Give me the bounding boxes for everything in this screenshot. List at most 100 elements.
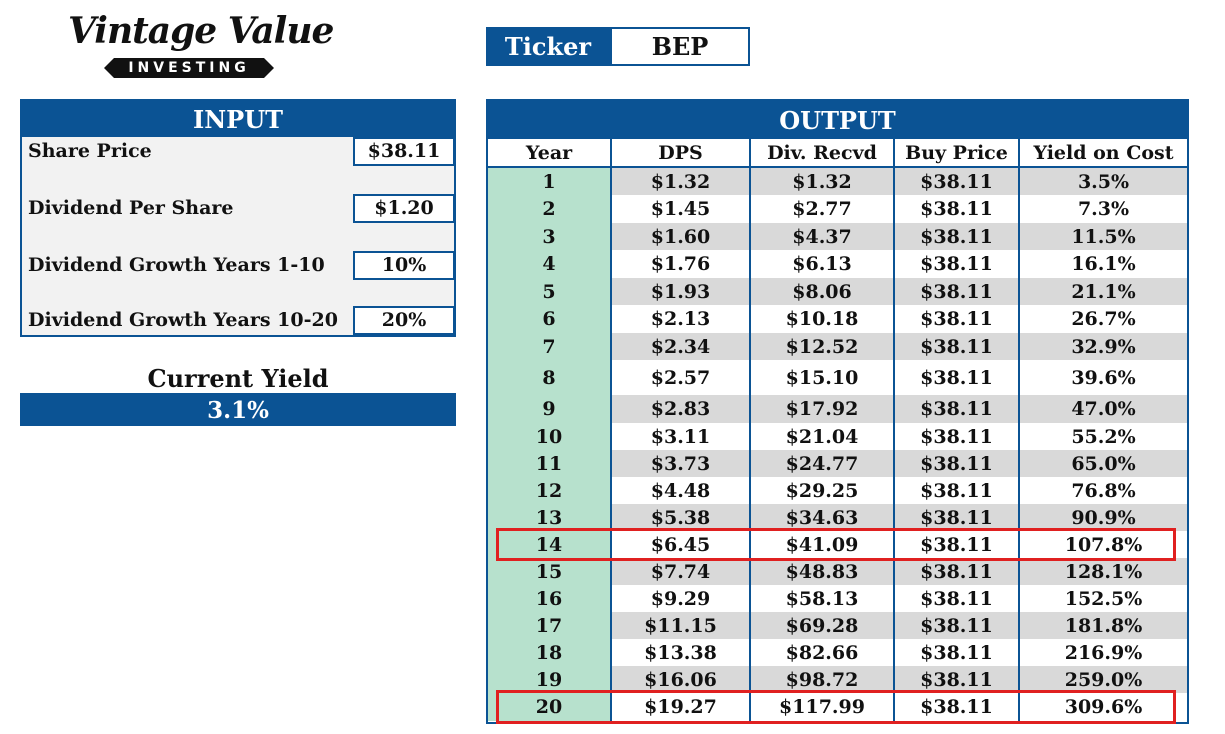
table-row: 9 $2.83 $17.92 $38.11 47.0%: [488, 395, 1187, 423]
column-header-div-recvd: Div. Recvd: [751, 139, 895, 166]
growth-years-10-20-input[interactable]: 20%: [353, 306, 455, 335]
buy-price-cell: $38.11: [895, 612, 1020, 639]
ticker-field: Ticker BEP: [486, 27, 750, 66]
buy-price-cell: $38.11: [895, 168, 1020, 195]
yield-on-cost-cell: 65.0%: [1020, 450, 1187, 477]
column-header-year: Year: [488, 139, 612, 166]
current-yield-value: 3.1%: [20, 393, 456, 426]
buy-price-cell: $38.11: [895, 423, 1020, 450]
yield-on-cost-cell: 76.8%: [1020, 477, 1187, 504]
buy-price-cell: $38.11: [895, 639, 1020, 666]
dps-cell: $2.83: [612, 395, 751, 423]
table-row: 7 $2.34 $12.52 $38.11 32.9%: [488, 333, 1187, 360]
output-panel-title: OUTPUT: [488, 101, 1187, 139]
dps-cell: $2.34: [612, 333, 751, 360]
div-recvd-cell: $98.72: [751, 666, 895, 693]
vintage-value-logo: Vintage Value INVESTING: [62, 10, 334, 80]
table-row: 3 $1.60 $4.37 $38.11 11.5%: [488, 223, 1187, 250]
yield-on-cost-cell: 11.5%: [1020, 223, 1187, 250]
div-recvd-cell: $15.10: [751, 360, 895, 395]
buy-price-cell: $38.11: [895, 558, 1020, 585]
year-cell: 11: [488, 450, 612, 477]
table-row: 5 $1.93 $8.06 $38.11 21.1%: [488, 278, 1187, 305]
buy-price-cell: $38.11: [895, 223, 1020, 250]
dps-cell: $4.48: [612, 477, 751, 504]
div-recvd-cell: $117.99: [751, 693, 895, 721]
yield-on-cost-cell: 21.1%: [1020, 278, 1187, 305]
buy-price-cell: $38.11: [895, 585, 1020, 612]
dps-cell: $2.57: [612, 360, 751, 395]
year-cell: 3: [488, 223, 612, 250]
year-cell: 9: [488, 395, 612, 423]
column-header-dps: DPS: [612, 139, 751, 166]
table-row: 18 $13.38 $82.66 $38.11 216.9%: [488, 639, 1187, 666]
year-cell: 10: [488, 423, 612, 450]
share-price-input[interactable]: $38.11: [353, 137, 455, 166]
buy-price-cell: $38.11: [895, 504, 1020, 531]
table-row: 12 $4.48 $29.25 $38.11 76.8%: [488, 477, 1187, 504]
dps-cell: $2.13: [612, 305, 751, 333]
yield-on-cost-cell: 7.3%: [1020, 195, 1187, 223]
div-recvd-cell: $1.32: [751, 168, 895, 195]
table-row: 20 $19.27 $117.99 $38.11 309.6%: [488, 693, 1187, 721]
logo-banner-text: INVESTING: [104, 58, 274, 78]
div-recvd-cell: $48.83: [751, 558, 895, 585]
year-cell: 2: [488, 195, 612, 223]
table-row: 17 $11.15 $69.28 $38.11 181.8%: [488, 612, 1187, 639]
buy-price-cell: $38.11: [895, 195, 1020, 223]
div-recvd-cell: $24.77: [751, 450, 895, 477]
div-recvd-cell: $29.25: [751, 477, 895, 504]
year-cell: 5: [488, 278, 612, 305]
dps-cell: $16.06: [612, 666, 751, 693]
buy-price-cell: $38.11: [895, 477, 1020, 504]
table-row: 4 $1.76 $6.13 $38.11 16.1%: [488, 250, 1187, 278]
output-column-headers: Year DPS Div. Recvd Buy Price Yield on C…: [488, 139, 1187, 168]
yield-on-cost-cell: 259.0%: [1020, 666, 1187, 693]
dps-cell: $6.45: [612, 531, 751, 558]
div-recvd-cell: $6.13: [751, 250, 895, 278]
dps-cell: $1.32: [612, 168, 751, 195]
table-row: 14 $6.45 $41.09 $38.11 107.8%: [488, 531, 1187, 558]
ticker-label: Ticker: [486, 27, 610, 66]
buy-price-cell: $38.11: [895, 395, 1020, 423]
column-header-buy-price: Buy Price: [895, 139, 1020, 166]
dps-cell: $1.45: [612, 195, 751, 223]
div-recvd-cell: $12.52: [751, 333, 895, 360]
yield-on-cost-cell: 55.2%: [1020, 423, 1187, 450]
share-price-label: Share Price: [28, 140, 152, 162]
table-row: 8 $2.57 $15.10 $38.11 39.6%: [488, 360, 1187, 395]
dps-cell: $3.11: [612, 423, 751, 450]
growth-years-1-10-input[interactable]: 10%: [353, 251, 455, 280]
buy-price-cell: $38.11: [895, 666, 1020, 693]
yield-on-cost-cell: 128.1%: [1020, 558, 1187, 585]
year-cell: 19: [488, 666, 612, 693]
buy-price-cell: $38.11: [895, 693, 1020, 721]
input-panel: INPUT Share Price $38.11 Dividend Per Sh…: [20, 99, 456, 337]
buy-price-cell: $38.11: [895, 278, 1020, 305]
ticker-input[interactable]: BEP: [610, 27, 750, 66]
dividend-per-share-input[interactable]: $1.20: [353, 194, 455, 223]
input-row-growth-10-20: Dividend Growth Years 10-20 20%: [22, 306, 455, 335]
dividend-per-share-label: Dividend Per Share: [28, 197, 234, 219]
yield-on-cost-cell: 107.8%: [1020, 531, 1187, 558]
div-recvd-cell: $2.77: [751, 195, 895, 223]
dps-cell: $3.73: [612, 450, 751, 477]
table-row: 2 $1.45 $2.77 $38.11 7.3%: [488, 195, 1187, 223]
table-row: 15 $7.74 $48.83 $38.11 128.1%: [488, 558, 1187, 585]
table-row: 16 $9.29 $58.13 $38.11 152.5%: [488, 585, 1187, 612]
dps-cell: $1.76: [612, 250, 751, 278]
yield-on-cost-cell: 90.9%: [1020, 504, 1187, 531]
year-cell: 20: [488, 693, 612, 721]
input-row-growth-1-10: Dividend Growth Years 1-10 10%: [22, 251, 455, 280]
yield-on-cost-cell: 152.5%: [1020, 585, 1187, 612]
div-recvd-cell: $41.09: [751, 531, 895, 558]
table-row: 10 $3.11 $21.04 $38.11 55.2%: [488, 423, 1187, 450]
yield-on-cost-cell: 216.9%: [1020, 639, 1187, 666]
growth-years-10-20-label: Dividend Growth Years 10-20: [28, 309, 338, 331]
buy-price-cell: $38.11: [895, 250, 1020, 278]
year-cell: 15: [488, 558, 612, 585]
year-cell: 8: [488, 360, 612, 395]
dps-cell: $19.27: [612, 693, 751, 721]
div-recvd-cell: $58.13: [751, 585, 895, 612]
div-recvd-cell: $10.18: [751, 305, 895, 333]
